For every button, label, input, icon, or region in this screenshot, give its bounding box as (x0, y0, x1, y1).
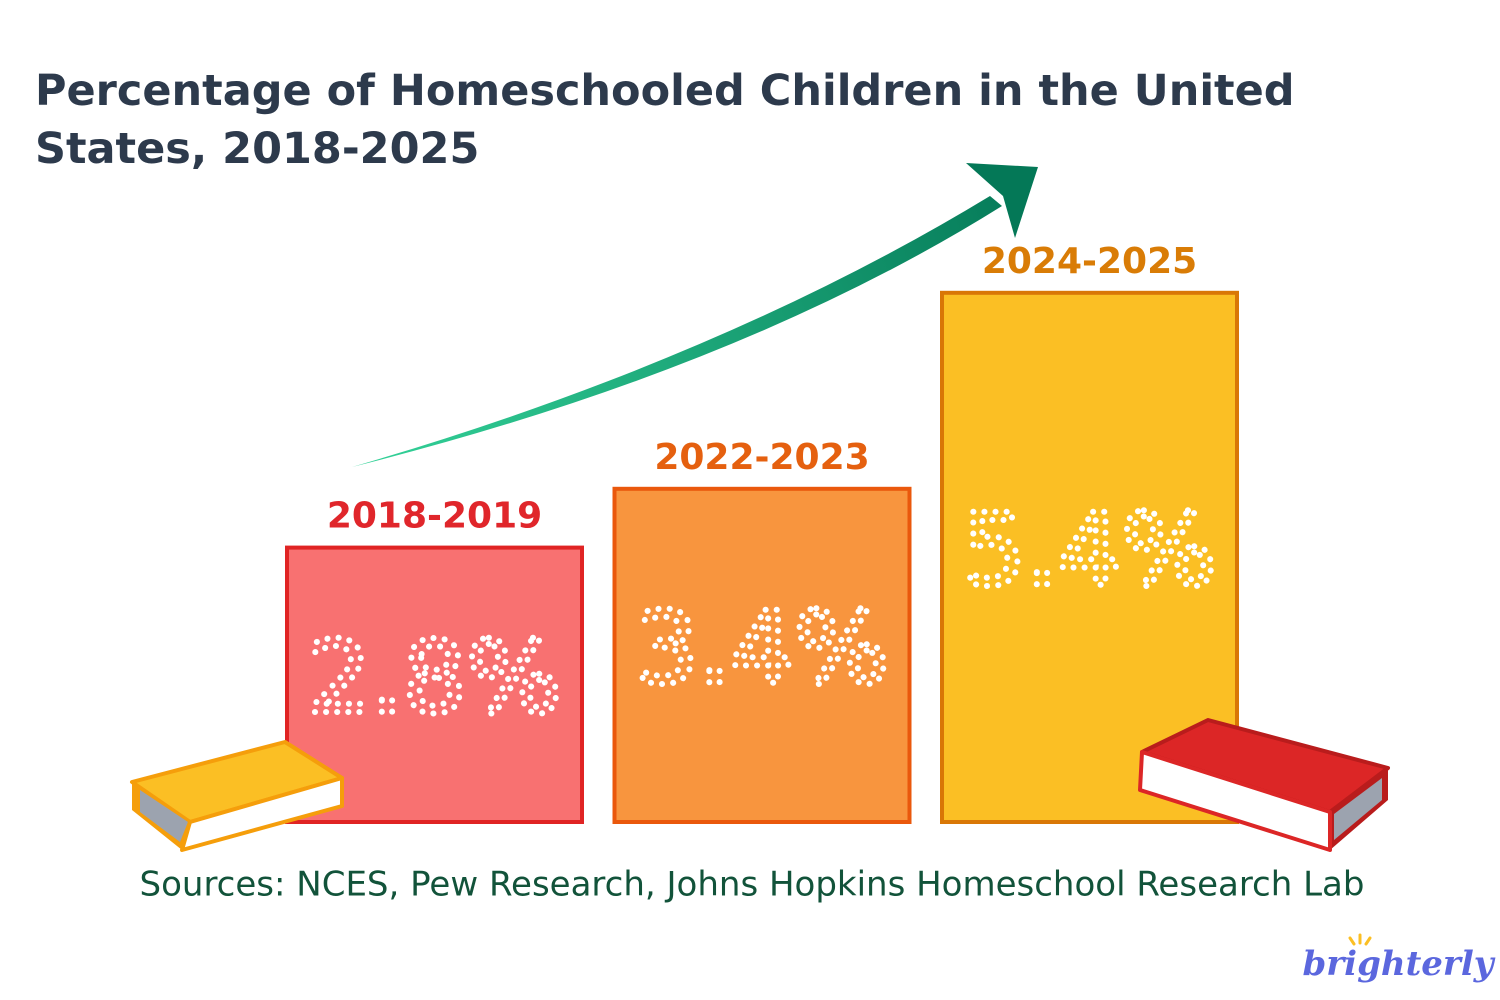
source-note: Sources: NCES, Pew Research, Johns Hopki… (140, 865, 1365, 905)
logo: brighterly (1302, 944, 1495, 984)
bars: 2018-2019 2.8% 2022-2023 3.4% 2024-2025 5.4% (285, 241, 1239, 824)
book-right (1138, 718, 1390, 852)
logo-rays (1348, 933, 1372, 946)
category-label: 2022-2023 (654, 437, 869, 478)
value-label: 3.4% (635, 590, 889, 707)
category-label: 2018-2019 (327, 496, 542, 537)
trend-arrow (352, 163, 1038, 467)
bar (612, 486, 912, 824)
value-label: 5.4% (962, 492, 1216, 609)
book-left (130, 740, 344, 852)
chart-title: Percentage of Homeschooled Children in t… (35, 66, 1295, 174)
value-label: 2.8% (307, 619, 561, 736)
category-label: 2024-2025 (982, 241, 1197, 282)
